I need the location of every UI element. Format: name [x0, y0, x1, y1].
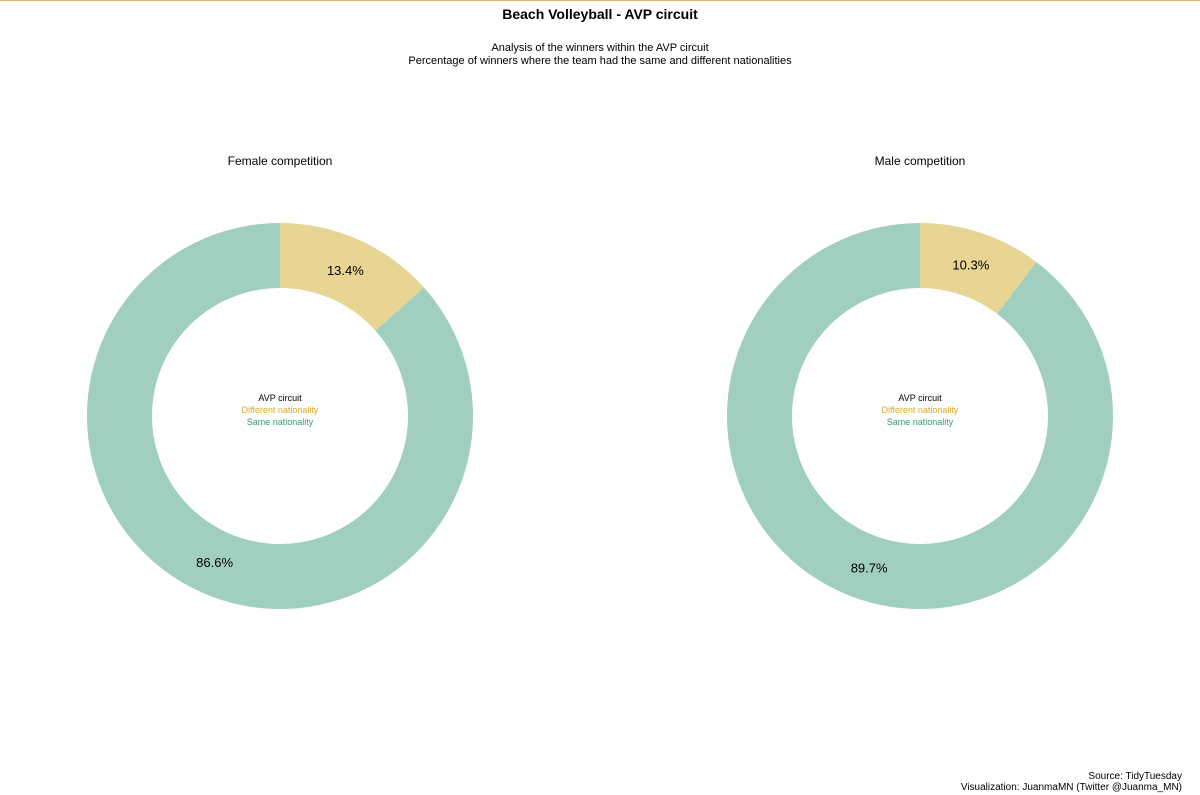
- male-panel-title: Male competition: [874, 154, 966, 168]
- female-center-legend-same: Same nationality: [247, 417, 314, 427]
- male-slice-different-nationality: [920, 223, 1037, 314]
- chart-subtitle-line-1: Analysis of the winners within the AVP c…: [491, 42, 709, 54]
- source-caption: Source: TidyTuesday: [1088, 771, 1182, 782]
- male-center-legend-same: Same nationality: [887, 417, 954, 427]
- chart-title: Beach Volleyball - AVP circuit: [502, 6, 698, 22]
- male-label-same-nationality: 89.7%: [851, 561, 888, 576]
- female-center-title: AVP circuit: [258, 393, 302, 403]
- male-center-legend-different: Different nationality: [882, 405, 959, 415]
- male-slice-same-nationality: [727, 223, 1113, 609]
- male-label-different-nationality: 10.3%: [952, 257, 989, 272]
- female-slice-same-nationality: [86, 223, 473, 609]
- male-center-title: AVP circuit: [898, 393, 942, 403]
- female-label-same-nationality: 86.6%: [196, 555, 233, 570]
- top-rule: [0, 0, 1200, 1]
- female-panel-title: Female competition: [227, 154, 333, 168]
- female-slice-different-nationality: [280, 223, 424, 331]
- visualization-caption: Visualization: JuanmaMN (Twitter @Juanma…: [960, 782, 1182, 793]
- chart-subtitle-line-2: Percentage of winners where the team had…: [408, 55, 792, 67]
- female-center-legend-different: Different nationality: [242, 405, 319, 415]
- female-label-different-nationality: 13.4%: [327, 263, 364, 278]
